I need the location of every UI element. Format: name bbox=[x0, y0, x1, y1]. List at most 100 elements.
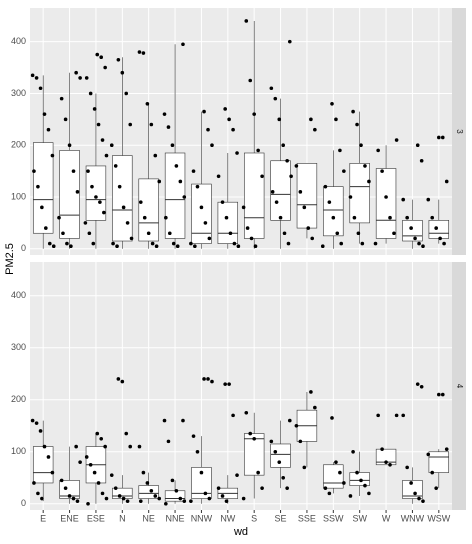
point bbox=[162, 112, 167, 116]
point bbox=[36, 491, 40, 496]
point bbox=[440, 135, 445, 140]
point bbox=[363, 483, 367, 488]
point bbox=[104, 153, 109, 158]
box bbox=[191, 467, 212, 499]
point bbox=[392, 231, 396, 236]
box bbox=[59, 480, 80, 499]
point bbox=[116, 57, 121, 62]
box bbox=[428, 451, 450, 473]
box bbox=[32, 446, 54, 484]
point bbox=[103, 65, 107, 70]
point bbox=[348, 494, 353, 498]
point bbox=[421, 244, 425, 248]
point bbox=[434, 226, 438, 230]
point bbox=[128, 122, 133, 127]
point bbox=[413, 236, 417, 241]
point bbox=[88, 462, 93, 467]
point bbox=[394, 413, 399, 418]
box bbox=[85, 165, 107, 221]
point bbox=[207, 496, 212, 501]
point bbox=[223, 382, 227, 386]
point bbox=[193, 244, 197, 248]
point bbox=[83, 221, 88, 225]
point bbox=[182, 195, 187, 199]
point bbox=[71, 169, 76, 173]
point bbox=[30, 73, 35, 78]
point bbox=[138, 499, 143, 503]
point bbox=[150, 241, 155, 246]
point bbox=[287, 418, 292, 423]
x-tick-label: E bbox=[40, 513, 46, 523]
point bbox=[384, 195, 388, 199]
point bbox=[235, 473, 239, 477]
point bbox=[228, 231, 233, 236]
point bbox=[145, 101, 150, 106]
x-tick-label: W bbox=[382, 513, 391, 523]
point bbox=[167, 231, 172, 236]
point bbox=[442, 241, 446, 246]
point bbox=[129, 236, 134, 241]
point bbox=[286, 241, 291, 246]
point bbox=[164, 215, 168, 220]
point bbox=[117, 184, 122, 189]
point bbox=[320, 244, 325, 248]
point bbox=[444, 179, 449, 184]
point bbox=[313, 127, 317, 132]
point bbox=[47, 241, 52, 246]
point bbox=[59, 96, 64, 101]
point bbox=[282, 231, 287, 236]
point bbox=[91, 241, 96, 246]
box bbox=[296, 163, 318, 229]
point bbox=[260, 486, 264, 490]
point bbox=[241, 205, 246, 210]
point bbox=[444, 447, 449, 451]
point bbox=[113, 486, 118, 490]
y-tick-label: 200 bbox=[11, 140, 26, 150]
point bbox=[309, 117, 313, 122]
point bbox=[34, 421, 39, 425]
point bbox=[75, 499, 80, 503]
point bbox=[137, 444, 142, 449]
point bbox=[232, 241, 237, 246]
point bbox=[181, 42, 185, 47]
point bbox=[338, 148, 342, 153]
point bbox=[116, 377, 121, 381]
point bbox=[419, 158, 424, 163]
point bbox=[394, 138, 399, 142]
x-tick-label: SSE bbox=[298, 513, 316, 523]
box bbox=[402, 220, 423, 242]
point bbox=[277, 117, 282, 122]
point bbox=[174, 488, 179, 493]
point bbox=[298, 190, 303, 194]
box bbox=[270, 160, 291, 221]
point bbox=[121, 496, 126, 501]
point bbox=[124, 91, 129, 96]
point bbox=[124, 431, 129, 436]
point bbox=[63, 486, 68, 490]
point bbox=[175, 244, 180, 248]
x-tick-label: ESE bbox=[87, 513, 105, 523]
point bbox=[360, 241, 365, 246]
point bbox=[109, 143, 114, 148]
point bbox=[277, 460, 282, 464]
point bbox=[356, 231, 361, 236]
x-axis-label: wd bbox=[233, 526, 248, 538]
point bbox=[178, 496, 183, 501]
point bbox=[287, 39, 292, 44]
point bbox=[359, 143, 363, 148]
point bbox=[216, 174, 221, 179]
point bbox=[281, 143, 286, 148]
point bbox=[355, 470, 359, 475]
point bbox=[434, 486, 438, 490]
point bbox=[40, 205, 44, 210]
x-tick-label: NNW bbox=[191, 513, 213, 523]
point bbox=[137, 50, 142, 54]
point bbox=[330, 416, 334, 420]
point bbox=[202, 109, 206, 114]
point bbox=[405, 215, 409, 220]
x-tick-label: ENE bbox=[60, 513, 79, 523]
point bbox=[96, 481, 101, 485]
point bbox=[273, 96, 278, 101]
box bbox=[402, 480, 423, 499]
